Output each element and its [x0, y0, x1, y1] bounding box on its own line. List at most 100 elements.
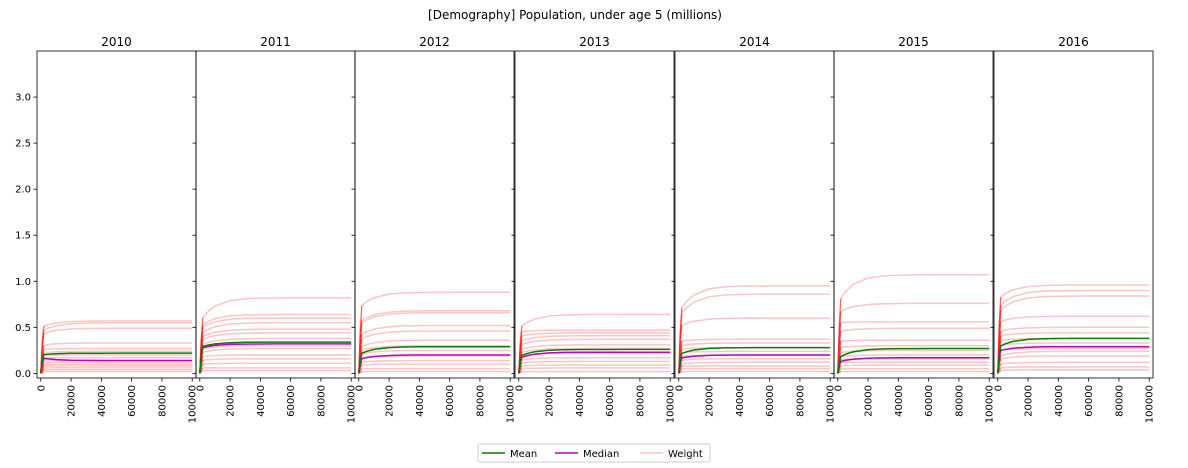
y-tick-label: 0.0	[15, 369, 31, 380]
x-tick-label: 20000	[67, 385, 78, 417]
weight-line	[521, 367, 671, 370]
x-tick-label: 100000	[826, 385, 837, 423]
weight-line	[521, 344, 671, 351]
x-tick-label: 0	[195, 385, 206, 391]
weight-line	[202, 317, 352, 328]
weight-line	[1000, 368, 1150, 372]
legend-label-mean: Mean	[510, 449, 537, 460]
weight-line	[361, 345, 511, 351]
weight-line	[521, 329, 671, 333]
panel-2011: 2011 0 20000 40000 60000 80000 100000	[192, 35, 358, 423]
x-tick-label: 0	[833, 385, 844, 391]
panel-title: 2012	[419, 35, 450, 49]
weight-line	[1000, 366, 1150, 369]
x-tick-label: 80000	[954, 385, 965, 417]
weight-line	[521, 338, 671, 346]
x-tick-label: 40000	[735, 385, 746, 417]
panel-2014: 2014 0 20000 40000 60000 80000 100000	[671, 35, 837, 423]
weight-line	[840, 345, 990, 348]
weight-line	[361, 359, 511, 363]
weight-line	[840, 354, 990, 358]
weight-line	[43, 327, 193, 335]
x-tick-label: 60000	[1084, 385, 1095, 417]
panel-frame	[674, 50, 835, 379]
y-tick-label: 2.0	[15, 185, 31, 196]
weight-line	[202, 332, 352, 341]
weight-line	[681, 361, 831, 365]
panel-frame	[993, 50, 1154, 379]
weight-line	[681, 285, 831, 309]
weight-line	[202, 345, 352, 350]
y-tick-label: 2.5	[15, 139, 31, 150]
x-tick-label: 60000	[286, 385, 297, 417]
weight-line	[1000, 347, 1150, 351]
weight-line	[681, 317, 831, 327]
weight-line	[202, 354, 352, 358]
legend-label-median: Median	[583, 449, 619, 460]
weight-line	[1000, 355, 1150, 360]
weight-line	[521, 334, 671, 342]
weight-line	[202, 313, 352, 326]
y-tick-label: 1.0	[15, 277, 31, 288]
mean-line	[678, 346, 831, 374]
weight-line	[521, 313, 671, 327]
weight-line	[43, 320, 193, 327]
x-tick-label: 100000	[985, 385, 996, 423]
x-tick-label: 60000	[605, 385, 616, 417]
y-tick-label: 1.5	[15, 231, 31, 242]
weight-line	[840, 321, 990, 324]
weight-line	[521, 356, 671, 361]
mean-line	[358, 345, 511, 374]
weight-line	[1000, 350, 1150, 357]
panel-frame	[833, 50, 994, 379]
median-line	[678, 354, 831, 374]
mean-line	[199, 341, 352, 374]
x-tick-label: 20000	[385, 385, 396, 417]
mean-line	[40, 352, 193, 374]
weight-line	[361, 311, 511, 324]
panel-title: 2013	[579, 35, 610, 49]
x-tick-label: 80000	[157, 385, 168, 417]
x-tick-label: 20000	[1024, 385, 1035, 417]
weight-line	[202, 297, 352, 319]
x-tick-label: 0	[36, 385, 47, 391]
median-line	[358, 354, 511, 374]
weight-line	[361, 349, 511, 355]
legend-frame	[477, 443, 711, 463]
x-tick-label: 20000	[705, 385, 716, 417]
x-tick-label: 0	[514, 385, 525, 391]
panel-title: 2015	[898, 35, 929, 49]
weight-line	[1000, 342, 1150, 346]
weight-line	[43, 321, 193, 331]
x-tick-label: 40000	[415, 385, 426, 417]
weight-line	[840, 349, 990, 354]
x-tick-label: 40000	[575, 385, 586, 417]
weight-line	[521, 332, 671, 337]
x-tick-label: 0	[674, 385, 685, 391]
x-tick-label: 100000	[666, 385, 677, 423]
weight-line	[1000, 284, 1150, 298]
weight-line	[1000, 289, 1150, 306]
mean-line	[518, 348, 671, 374]
weight-line	[521, 347, 671, 353]
x-tick-label: 60000	[924, 385, 935, 417]
panel-title: 2010	[101, 35, 132, 49]
panel-grid: 2010 0.0 0.5 1.0 1.5 2.0 2.5 3.0 0 20000 40000 6000…	[15, 35, 1156, 423]
panel-2013: 2013 0 20000 40000 60000 80000 100000	[511, 35, 677, 423]
x-tick-label: 60000	[445, 385, 456, 417]
x-tick-label: 0	[354, 385, 365, 391]
panel-title: 2016	[1058, 35, 1089, 49]
panel-2010: 2010 0.0 0.5 1.0 1.5 2.0 2.5 3.0 0 20000 40000 6000…	[15, 35, 199, 423]
weight-line	[1000, 326, 1150, 332]
weight-line	[202, 337, 352, 346]
weight-line	[361, 330, 511, 340]
weight-line	[202, 347, 352, 353]
weight-line	[521, 360, 671, 364]
x-tick-label: 60000	[765, 385, 776, 417]
weight-line	[840, 274, 990, 299]
median-line	[199, 343, 352, 374]
x-tick-label: 100000	[1145, 385, 1156, 423]
y-tick-label: 3.0	[15, 93, 31, 104]
mean-line	[997, 337, 1150, 374]
weight-line	[361, 324, 511, 335]
